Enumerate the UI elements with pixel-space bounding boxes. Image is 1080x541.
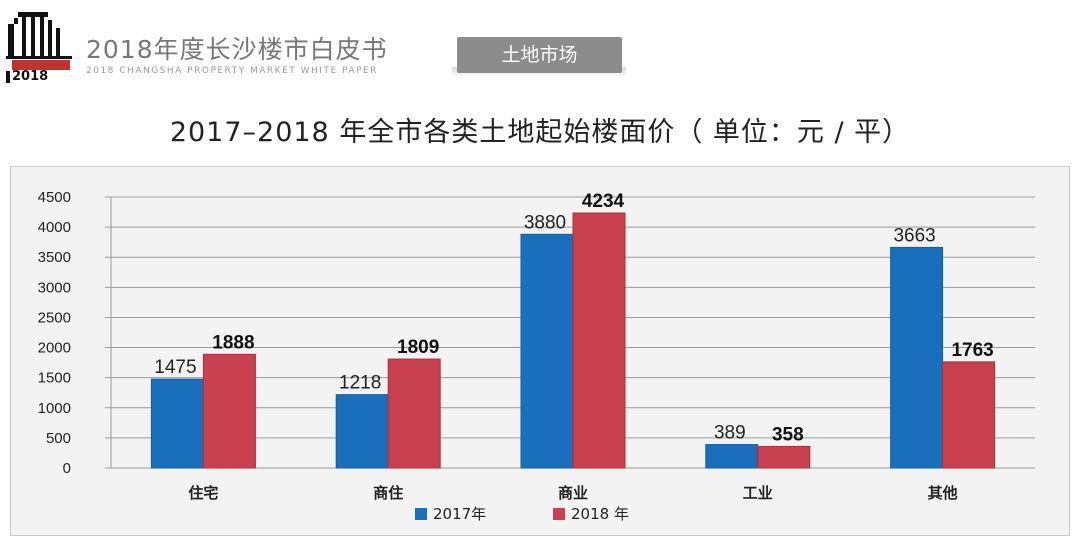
data-label-2017: 1218 <box>339 373 381 394</box>
data-label-2018: 1888 <box>212 332 254 353</box>
y-tick-label: 2500 <box>38 309 71 326</box>
section-tab: 土地市场 <box>457 37 622 73</box>
bar-chart: 0 500 1000 1500 2000 2500 3000 3500 4000 4500 1475… <box>38 189 1035 523</box>
y-tick-label: 2000 <box>38 340 71 357</box>
bar-2018 <box>942 361 996 469</box>
x-category-label: 其他 <box>928 484 958 502</box>
report-logo: 2018 <box>4 8 76 84</box>
y-tick-label: 3000 <box>38 279 71 296</box>
bar-2018 <box>387 358 441 469</box>
logo-red-band <box>12 60 70 70</box>
report-title: 2018年度长沙楼市白皮书 <box>86 35 388 64</box>
x-category-label: 工业 <box>743 484 773 502</box>
data-label-2017: 3663 <box>893 225 935 246</box>
y-tick-label: 4500 <box>38 189 71 206</box>
data-label-2018: 1809 <box>397 337 439 358</box>
report-header: 2018 2018年度长沙楼市白皮书 2018 CHANGSHA PROPERT… <box>0 0 1080 92</box>
y-tick-label: 500 <box>46 430 71 447</box>
x-category-label: 商业 <box>558 484 588 502</box>
bar-2017 <box>705 444 759 469</box>
bar-2017 <box>890 246 944 469</box>
legend-label-2017: 2017年 <box>433 505 486 523</box>
bar-2018 <box>202 353 256 469</box>
data-label-2017: 389 <box>714 423 746 444</box>
chart-title: 2017–2018 年全市各类土地起始楼面价（ 单位：元 / 平） <box>169 117 911 148</box>
y-tick-label: 0 <box>63 460 71 477</box>
bar-2017 <box>150 378 204 469</box>
y-tick-label: 4000 <box>38 219 71 236</box>
data-label-2018: 4234 <box>582 191 625 212</box>
data-label-2018: 358 <box>772 424 804 445</box>
building-logo-icon <box>6 12 72 59</box>
legend-swatch-2017 <box>415 508 427 520</box>
data-label-2017: 3880 <box>524 212 566 233</box>
legend-label-2018: 2018 年 <box>571 505 629 523</box>
data-label-2017: 1475 <box>154 357 196 378</box>
legend-swatch-2018 <box>553 508 565 520</box>
x-category-label: 住宅 <box>188 484 218 502</box>
y-tick-label: 1000 <box>38 400 71 417</box>
logo-year: 2018 <box>6 70 76 84</box>
x-category-label: 商住 <box>373 484 403 502</box>
y-tick-label: 3500 <box>38 249 71 266</box>
chart-area: 0 500 1000 1500 2000 2500 3000 3500 4000 4500 1475… <box>10 166 1070 536</box>
bar-2018 <box>757 445 811 469</box>
report-subtitle: 2018 CHANGSHA PROPERTY MARKET WHITE PAPE… <box>86 66 378 76</box>
bar-2017 <box>520 233 574 469</box>
bar-2018 <box>572 212 626 469</box>
data-label-2018: 1763 <box>951 340 993 361</box>
y-tick-label: 1500 <box>38 370 71 387</box>
bar-2017 <box>335 394 389 469</box>
